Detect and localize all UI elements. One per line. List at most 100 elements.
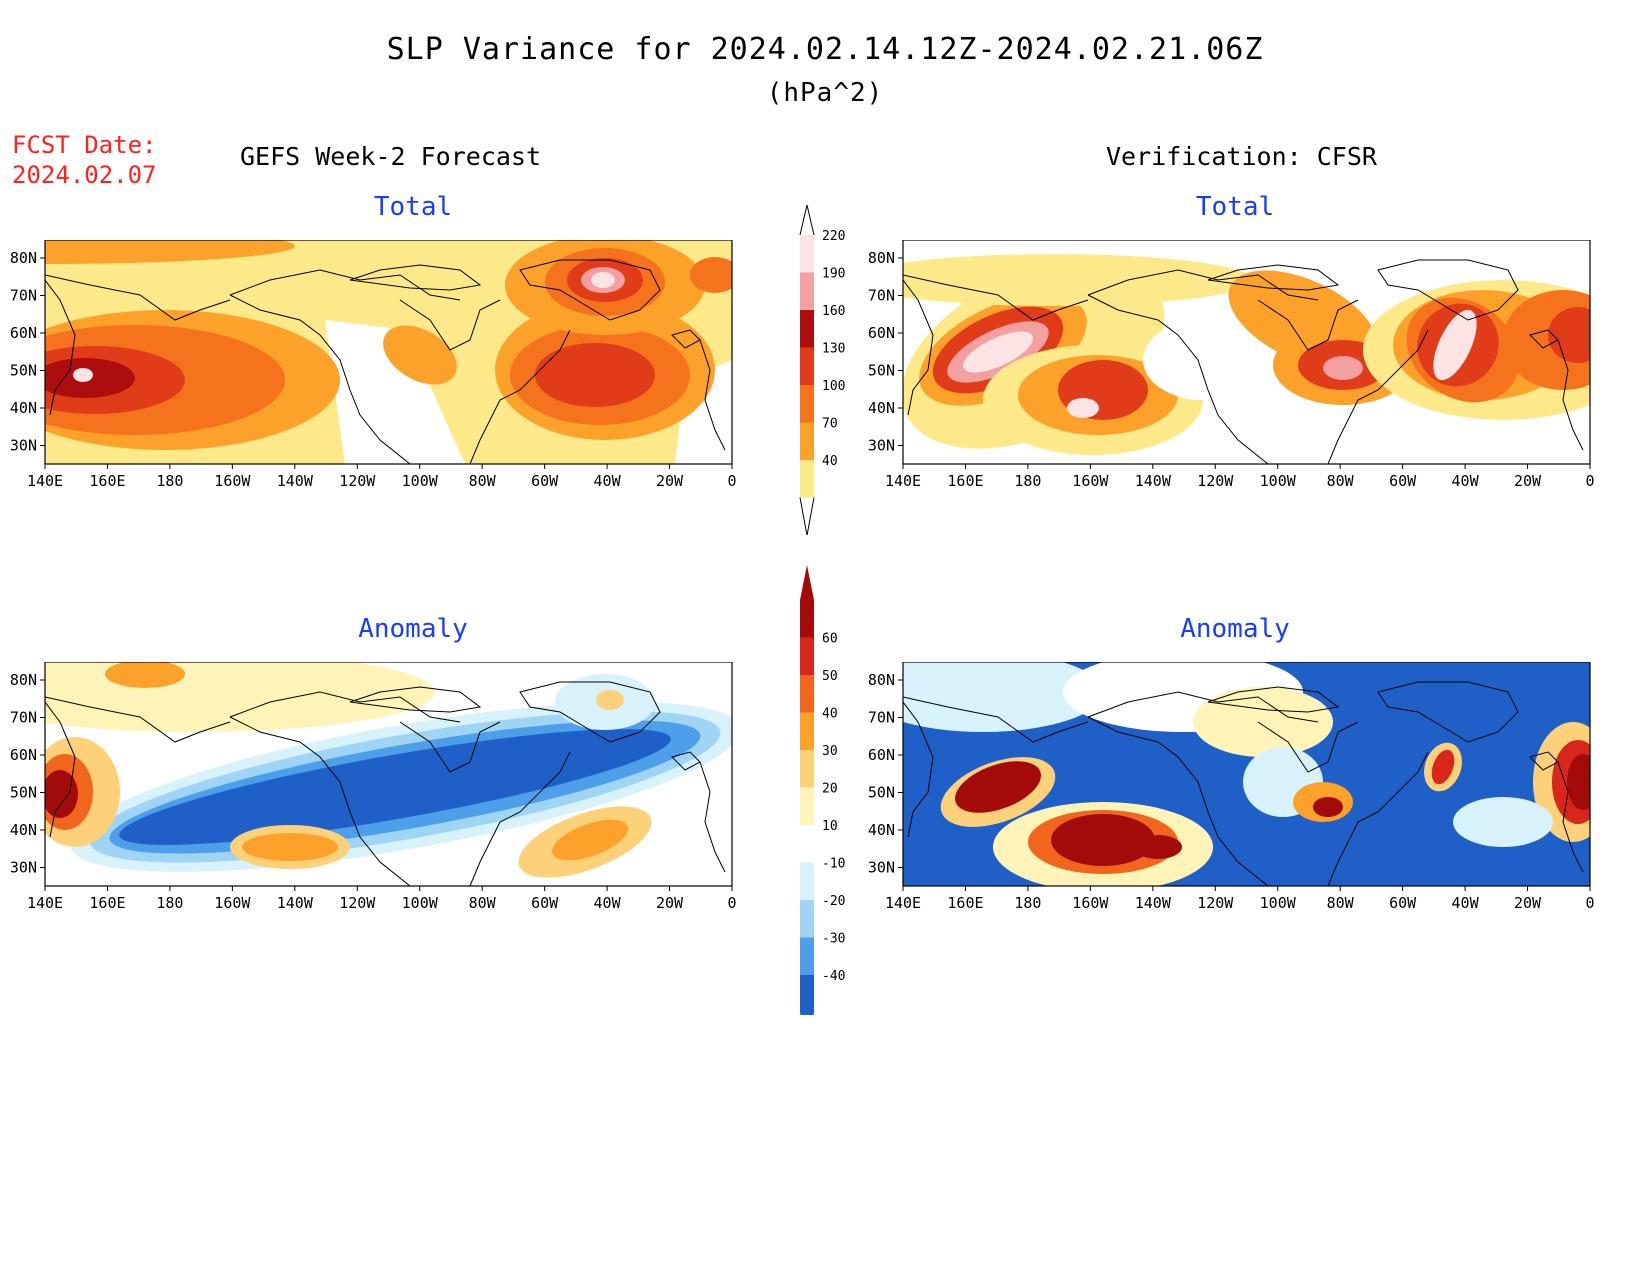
anomaly-colorbar-level-label: 30 [822,744,838,759]
anomaly-colorbar-level-label: -30 [822,932,845,947]
total-colorbar-level-label: 220 [822,229,845,244]
fcst-date-value: 2024.02.07 [12,161,157,189]
lat-tick-label: 70N [10,709,37,727]
left-header: GEFS Week-2 Forecast [240,142,542,171]
variance-region [535,343,655,407]
lat-tick-label: 40N [10,821,37,839]
plot-frame [902,662,1591,887]
coastline [903,681,1584,886]
variance-region [1323,356,1363,380]
top-right-panel-label: Total [1195,192,1275,222]
total-colorbar-swatch [800,235,814,273]
variance-peak [1067,398,1099,418]
lon-tick-label: 40W [594,894,622,912]
lat-tick-label: 40N [868,821,895,839]
anomaly-colorbar-swatch [800,825,814,863]
low-variance-region [1143,320,1263,400]
lon-tick-label: 160W [214,894,251,912]
anomaly-band [119,729,671,845]
anomaly-colorbar-level-label: -40 [822,969,845,984]
lon-tick-label: 60W [531,472,559,490]
anomaly-region [1567,754,1590,810]
anomaly-colorbar-swatch [800,750,814,788]
total-colorbar-level-label: 40 [822,454,838,469]
lat-tick-label: 80N [10,249,37,267]
fcst-date-label: FCST Date: [12,131,157,159]
total-colorbar-level-label: 100 [822,379,845,394]
total-colorbar-swatch [800,347,814,385]
lat-tick-label: 50N [10,362,37,380]
variance-region [383,325,457,385]
lon-tick-label: 120W [1197,472,1234,490]
right-header: Verification: CFSR [1106,142,1377,171]
total-colorbar-swatch [800,422,814,460]
lon-tick-label: 20W [656,894,684,912]
variance-band [45,240,295,264]
lon-tick-label: 160E [89,894,125,912]
variance-region [1548,307,1590,363]
lat-tick-label: 30N [10,859,37,877]
figure-title: SLP Variance for 2024.02.14.12Z-2024.02.… [386,32,1264,67]
anomaly-region [45,770,78,818]
lat-tick-label: 60N [10,746,37,764]
lat-tick-label: 60N [10,324,37,342]
anomaly-region [552,819,628,861]
anomaly-region [955,761,1041,813]
lon-tick-label: 160E [947,472,983,490]
lat-tick-label: 50N [10,784,37,802]
anomaly-colorbar-level-label: -10 [822,857,845,872]
anomaly-region [1051,814,1155,866]
lon-tick-label: 80W [1327,894,1355,912]
lat-tick-label: 60N [868,324,895,342]
anomaly-colorbar-swatch [800,787,814,825]
lon-tick-label: 80W [469,472,497,490]
lon-tick-label: 0 [727,894,736,912]
anomaly-colorbar-level-label: 60 [822,632,838,647]
coastline [45,259,726,464]
bottom-right-panel-label: Anomaly [1180,614,1290,644]
lat-tick-label: 70N [10,287,37,305]
lon-tick-label: 80W [469,894,497,912]
anomaly-colorbar: 60 50 40 30 20 10 -10 -20 -30 -40 [800,565,845,1015]
anomaly-colorbar-swatch [800,900,814,938]
anomaly-colorbar-swatch [800,600,814,638]
variance-peak [1433,309,1477,381]
anomaly-region [1134,835,1182,859]
anomaly-colorbar-swatch [800,675,814,713]
bottom-left-panel-label: Anomaly [358,614,468,644]
lon-tick-label: 0 [727,472,736,490]
lon-tick-label: 160E [89,472,125,490]
anomaly-region [242,833,338,861]
variance-peak [963,331,1033,373]
lon-tick-label: 140W [1135,472,1172,490]
lon-tick-label: 180 [156,894,183,912]
total-colorbar: 220 190 160 130 100 70 40 [799,205,845,535]
lon-tick-label: 140E [27,894,63,912]
anomaly-region [1313,797,1343,817]
total-colorbar-level-label: 190 [822,267,845,282]
plot-frame [44,240,733,465]
total-colorbar-level-label: 130 [822,342,845,357]
lon-tick-label: 40W [1452,472,1480,490]
lat-tick-label: 80N [10,671,37,689]
anomaly-colorbar-swatch [800,637,814,675]
lat-tick-label: 30N [868,859,895,877]
verification-total-map: 140E 160E 180 160W 140W 120W 100W 80W 60W 40W 20W 0… [868,240,1595,490]
lon-tick-label: 160E [947,894,983,912]
lon-tick-label: 60W [1389,894,1417,912]
anomaly-colorbar-level-label: 20 [822,782,838,797]
forecast-total-map: 140E 160E 180 160W 140W 120W 100W 80W 60W 40W 20W 0… [10,240,737,490]
anomaly-region [1431,749,1455,785]
lon-tick-label: 180 [156,472,183,490]
anomaly-colorbar-swatch [800,712,814,750]
lon-tick-label: 100W [1260,894,1297,912]
coastline [45,681,726,886]
lon-tick-label: 0 [1585,894,1594,912]
lon-tick-label: 160W [214,472,251,490]
anomaly-region [596,690,624,710]
lon-tick-label: 160W [1072,894,1109,912]
low-variance-region [325,320,465,464]
anomaly-region [903,662,1103,732]
anomaly-region [1193,687,1333,757]
lat-tick-label: 50N [868,784,895,802]
